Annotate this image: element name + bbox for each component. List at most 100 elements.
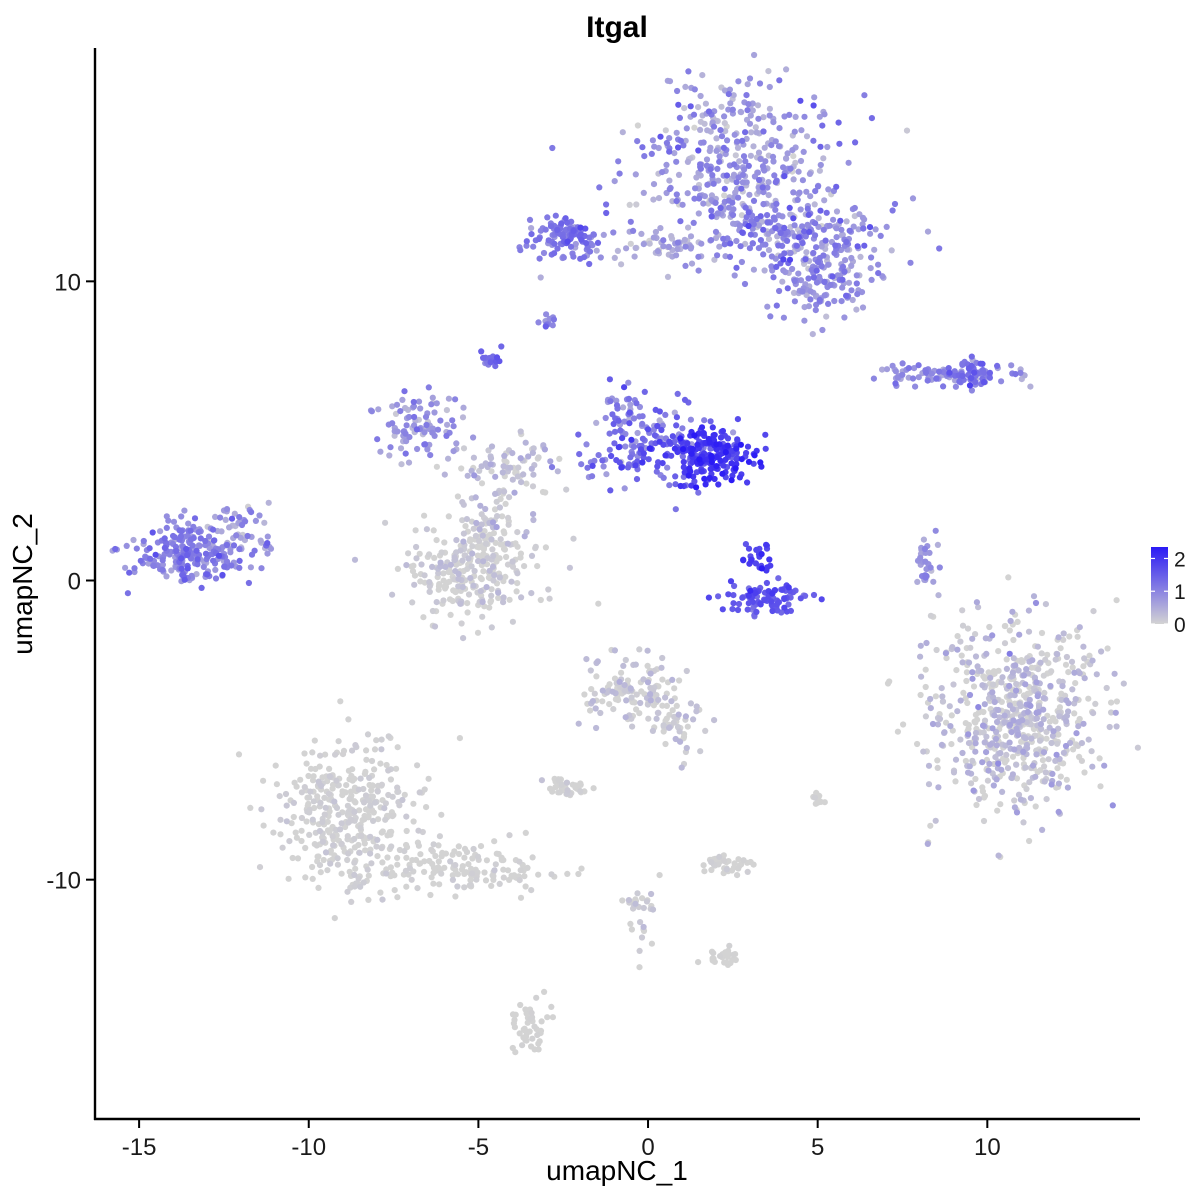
cell-point — [688, 260, 696, 267]
cell-point — [755, 222, 763, 229]
cell-point — [435, 583, 443, 590]
cell-point — [305, 772, 312, 780]
cell-point — [693, 703, 700, 710]
cell-point — [925, 762, 933, 769]
cell-point — [738, 212, 746, 219]
cell-point — [1042, 601, 1049, 608]
cell-point — [936, 245, 943, 252]
cell-point — [509, 1011, 517, 1018]
cell-point — [803, 249, 810, 256]
cell-point — [159, 557, 166, 564]
cell-point — [324, 867, 331, 874]
cell-point — [775, 212, 783, 219]
cell-point — [843, 218, 850, 225]
cell-point — [627, 240, 634, 247]
cell-point — [509, 1044, 516, 1052]
cell-point — [633, 706, 640, 713]
cell-point — [221, 563, 228, 570]
cell-point — [435, 858, 442, 865]
cell-point — [875, 270, 882, 277]
cell-point — [1096, 755, 1103, 762]
cell-point — [537, 227, 544, 234]
cell-point — [492, 861, 499, 868]
cell-point — [812, 188, 819, 195]
cell-point — [791, 128, 798, 135]
cell-point — [713, 441, 720, 448]
cell-point — [639, 420, 646, 427]
cell-point — [459, 866, 466, 873]
cell-point — [408, 876, 415, 883]
cell-point — [742, 541, 750, 548]
cell-point — [606, 701, 613, 708]
cell-point — [435, 842, 442, 849]
cell-point — [331, 798, 338, 805]
cell-point — [892, 380, 899, 387]
cell-point — [171, 534, 178, 541]
cell-point — [468, 563, 475, 570]
cell-point — [744, 606, 751, 613]
cell-point — [375, 406, 382, 413]
cell-point — [593, 419, 600, 426]
cell-point — [436, 881, 443, 888]
cell-point — [1033, 751, 1040, 758]
cell-point — [922, 683, 929, 691]
cell-point — [321, 794, 328, 802]
cell-point — [838, 298, 845, 305]
cell-point — [521, 873, 528, 880]
cell-point — [1018, 659, 1025, 666]
cell-point — [431, 554, 438, 562]
cell-point — [696, 456, 703, 463]
cell-point — [811, 201, 818, 208]
cell-point — [715, 593, 722, 600]
cell-point — [309, 863, 316, 871]
cell-point — [924, 377, 931, 384]
cell-point — [431, 623, 439, 630]
cell-point — [265, 499, 272, 506]
cell-point — [602, 414, 609, 422]
cell-point — [519, 1042, 526, 1049]
cell-point — [178, 513, 185, 520]
cell-point — [628, 436, 635, 443]
cell-point — [959, 607, 966, 614]
cell-point — [922, 558, 929, 565]
cell-point — [542, 226, 549, 233]
cell-point — [817, 207, 824, 214]
cell-point — [351, 835, 358, 843]
cell-point — [627, 685, 634, 692]
cell-point — [1037, 659, 1044, 666]
colorbar-gradient — [1151, 547, 1168, 624]
cell-point — [1060, 630, 1067, 637]
cell-point — [388, 843, 395, 850]
cell-point — [124, 590, 131, 597]
cell-point — [745, 222, 752, 230]
cell-point — [198, 584, 205, 592]
cell-point — [744, 81, 751, 88]
cell-point — [535, 319, 542, 326]
cell-point — [1003, 656, 1010, 663]
cell-point — [551, 250, 558, 257]
cell-point — [1006, 650, 1013, 657]
cell-point — [825, 300, 832, 307]
cell-point — [464, 600, 471, 607]
cell-point — [793, 242, 801, 249]
cell-point — [803, 292, 810, 299]
cell-point — [440, 597, 447, 604]
cell-point — [735, 78, 742, 85]
cell-point — [1045, 756, 1052, 763]
cell-point — [648, 890, 655, 898]
cell-point — [570, 227, 577, 234]
cell-point — [649, 137, 657, 144]
cell-point — [960, 689, 967, 697]
cell-point — [461, 854, 468, 861]
cell-point — [750, 266, 758, 273]
cell-point — [1039, 757, 1046, 764]
cell-point — [588, 686, 595, 693]
cell-point — [187, 527, 194, 534]
cell-point — [744, 479, 751, 486]
cell-point — [394, 565, 401, 573]
cell-point — [792, 113, 799, 120]
cell-point — [676, 677, 683, 684]
cell-point — [790, 176, 797, 183]
cell-point — [351, 808, 358, 815]
cell-point — [984, 777, 992, 784]
